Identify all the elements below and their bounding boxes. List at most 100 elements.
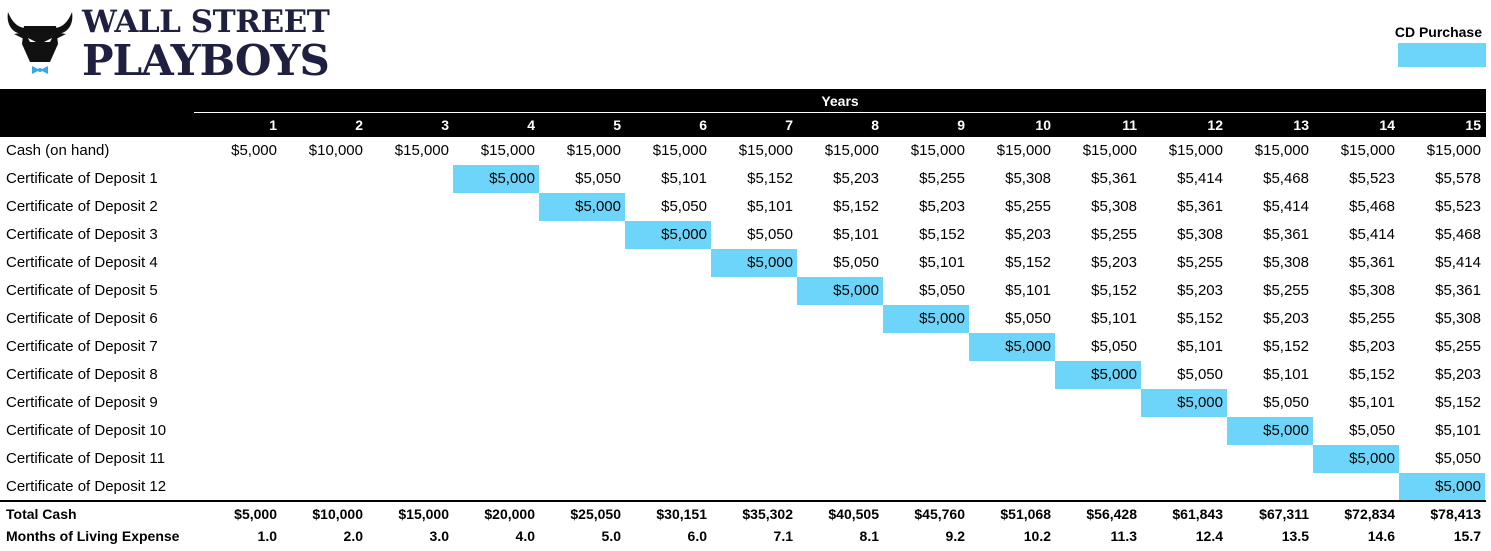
totals-cell: 8.1 xyxy=(859,528,879,544)
table-cell xyxy=(969,445,1055,473)
table-cell xyxy=(281,417,367,445)
table-cell xyxy=(1055,473,1141,501)
table-cell xyxy=(797,445,883,473)
table-cell xyxy=(281,361,367,389)
year-header-12: 12 xyxy=(1207,117,1223,133)
brand-line-1: WALL STREET xyxy=(82,4,330,40)
table-cell: $5,152 xyxy=(1091,282,1137,299)
totals-cell: $30,151 xyxy=(656,506,707,522)
table-cell xyxy=(453,277,539,305)
totals-cell: $5,000 xyxy=(234,506,277,522)
year-header-11: 11 xyxy=(1122,117,1137,133)
table-cell xyxy=(195,277,281,305)
table-cell: $5,203 xyxy=(1005,226,1051,243)
table-cell xyxy=(1055,389,1141,417)
table-cell xyxy=(281,445,367,473)
totals-cell: 10.2 xyxy=(1023,528,1051,544)
table-cell xyxy=(883,333,969,361)
table-cell: $5,050 xyxy=(1435,450,1481,467)
table-cell: $5,000 xyxy=(1055,361,1141,389)
table-cell xyxy=(453,221,539,249)
table-cell xyxy=(883,445,969,473)
table-cell: $5,308 xyxy=(1091,198,1137,215)
table-cell xyxy=(625,389,711,417)
totals-cell: $78,413 xyxy=(1430,506,1481,522)
totals-cell: $40,505 xyxy=(828,506,879,522)
table-cell xyxy=(195,417,281,445)
table-cell: $5,000 xyxy=(1141,389,1227,417)
table-cell: $5,523 xyxy=(1349,170,1395,187)
table-cell xyxy=(281,473,367,501)
table-cell xyxy=(797,389,883,417)
totals-cell: $61,843 xyxy=(1172,506,1223,522)
table-cell xyxy=(625,445,711,473)
table-row: Certificate of Deposit 9 $5,000 $5,050 $5,1… xyxy=(0,389,1486,417)
table-cell xyxy=(367,389,453,417)
table-cell: $15,000 xyxy=(910,142,965,159)
table-row: Certificate of Deposit 4 $5,000 $5,050 $5,1… xyxy=(0,249,1486,277)
table-cell: $15,000 xyxy=(996,142,1051,159)
row-label: Certificate of Deposit 4 xyxy=(6,254,158,271)
table-cell: $5,203 xyxy=(1263,310,1309,327)
table-cell xyxy=(367,249,453,277)
table-cell xyxy=(453,333,539,361)
totals-cell: $45,760 xyxy=(914,506,965,522)
table-cell xyxy=(539,277,625,305)
table-cell: $15,000 xyxy=(480,142,535,159)
table-row: Certificate of Deposit 5 $5,000 $5,050 $5,1… xyxy=(0,277,1486,305)
table-cell: $5,361 xyxy=(1091,170,1137,187)
table-cell xyxy=(539,417,625,445)
totals-cell: 4.0 xyxy=(515,528,535,544)
table-cell: $5,101 xyxy=(833,226,879,243)
table-cell xyxy=(453,389,539,417)
table-cell: $15,000 xyxy=(738,142,793,159)
table-cell: $5,000 xyxy=(1227,417,1313,445)
totals-cell: 11.3 xyxy=(1110,528,1137,544)
table-cell xyxy=(711,417,797,445)
table-cell: $5,101 xyxy=(1349,394,1395,411)
table-cell: $5,101 xyxy=(919,254,965,271)
table-cell xyxy=(625,333,711,361)
table-cell: $5,255 xyxy=(1091,226,1137,243)
table-cell: $5,152 xyxy=(1177,310,1223,327)
table-cell xyxy=(539,473,625,501)
table-row: Certificate of Deposit 1 $5,000 $5,050 $5,1… xyxy=(0,165,1486,193)
table-cell xyxy=(281,193,367,221)
table-row: Certificate of Deposit 6 $5,000 $5,050 $5,1… xyxy=(0,305,1486,333)
table-row: Certificate of Deposit 8 $5,000 $5,050 $5,1… xyxy=(0,361,1486,389)
table-cell: $5,050 xyxy=(1349,422,1395,439)
table-cell: $5,361 xyxy=(1435,282,1481,299)
table-cell xyxy=(711,389,797,417)
table-cell: $5,050 xyxy=(919,282,965,299)
totals-cell: $67,311 xyxy=(1259,506,1309,522)
table-cell: $5,050 xyxy=(661,198,707,215)
table-cell: $5,101 xyxy=(1177,338,1223,355)
table-cell xyxy=(1313,473,1399,501)
year-header-1: 1 xyxy=(269,117,277,133)
table-cell xyxy=(625,417,711,445)
table-cell xyxy=(367,277,453,305)
table-cell xyxy=(195,305,281,333)
row-label: Certificate of Deposit 6 xyxy=(6,310,158,327)
year-header-7: 7 xyxy=(785,117,793,133)
table-cell: $5,255 xyxy=(1263,282,1309,299)
table-cell xyxy=(367,193,453,221)
row-label: Certificate of Deposit 12 xyxy=(6,478,167,495)
row-label: Certificate of Deposit 5 xyxy=(6,282,158,299)
table-cell: $5,414 xyxy=(1177,170,1223,187)
table-cell: $5,203 xyxy=(919,198,965,215)
totals-cell: $72,834 xyxy=(1344,506,1395,522)
table-cell xyxy=(711,277,797,305)
table-cell xyxy=(453,249,539,277)
table-cell xyxy=(1227,445,1313,473)
table-cell: $5,203 xyxy=(833,170,879,187)
table-cell xyxy=(625,305,711,333)
totals-cell: $35,302 xyxy=(742,506,793,522)
table-cell xyxy=(1141,417,1227,445)
row-label: Certificate of Deposit 2 xyxy=(6,198,158,215)
row-label: Certificate of Deposit 11 xyxy=(6,450,165,467)
totals-cell: $56,428 xyxy=(1086,506,1137,522)
table-cell xyxy=(969,361,1055,389)
table-cell: $5,101 xyxy=(747,198,793,215)
table-cell xyxy=(883,389,969,417)
